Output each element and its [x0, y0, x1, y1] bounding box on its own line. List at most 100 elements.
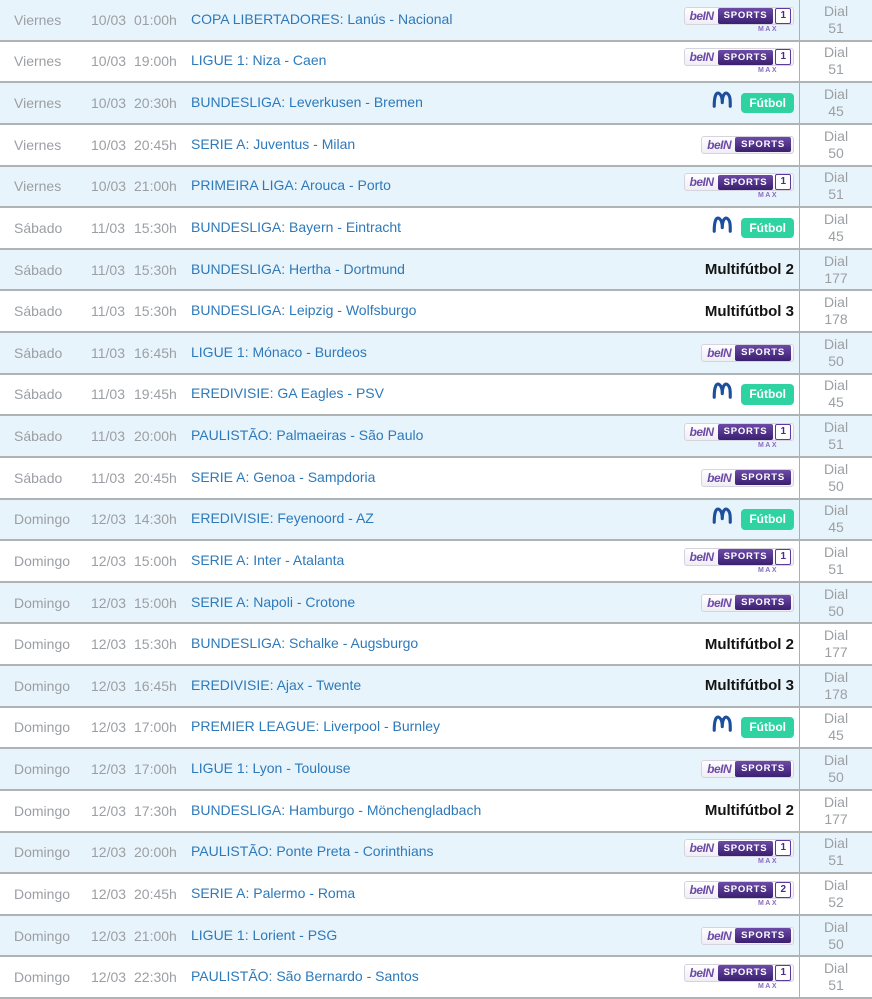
multifutbol-label: Multifútbol 2: [704, 802, 794, 820]
match-link[interactable]: LIGUE 1: Lyon - Toulouse: [191, 760, 351, 777]
channel-cell: Multifútbol 3: [594, 677, 799, 694]
dial-cell: Dial 178: [799, 666, 872, 706]
time-cell: 15:00h: [134, 594, 177, 611]
movistar-futbol-logo: Fútbol: [710, 715, 794, 738]
bein-brand-wordmark: beIN: [689, 8, 715, 23]
bein-sports-box: SPORTS: [717, 965, 774, 981]
dial-number: 51: [828, 977, 844, 994]
dial-label: Dial: [823, 543, 849, 560]
match-cell: PAULISTÃO: Palmaeiras - São Paulo: [191, 427, 594, 445]
movistar-futbol-logo: Fútbol: [710, 382, 794, 405]
bein-sports-logo: beIN SPORTS: [701, 760, 794, 779]
multifutbol-label: Multifútbol 3: [704, 302, 794, 320]
match-cell: EREDIVISIE: Ajax - Twente: [191, 677, 594, 695]
dial-number: 51: [828, 19, 844, 36]
match-link[interactable]: EREDIVISIE: GA Eagles - PSV: [191, 385, 384, 402]
day-cell: Domingo: [14, 885, 71, 902]
bein-brand-wordmark: beIN: [707, 470, 732, 485]
bein-sports-box: SPORTS: [735, 927, 791, 944]
day-cell: Domingo: [14, 969, 71, 986]
match-cell: SERIE A: Inter - Atalanta: [191, 552, 594, 570]
bein-brand-wordmark: beIN: [689, 882, 715, 897]
bein-sports-box: SPORTS: [735, 594, 791, 611]
dial-label: Dial: [823, 793, 849, 810]
time-cell: 15:30h: [134, 219, 177, 236]
date-cell: 12/03: [91, 719, 127, 736]
match-link[interactable]: SERIE A: Genoa - Sampdoria: [191, 468, 376, 485]
match-link[interactable]: BUNDESLIGA: Schalke - Augsburgo: [191, 635, 419, 652]
match-link[interactable]: SERIE A: Napoli - Crotone: [191, 593, 356, 610]
match-link[interactable]: PAULISTÃO: Ponte Preta - Corinthians: [191, 843, 434, 860]
dial-label: Dial: [823, 169, 849, 186]
time-cell: 15:00h: [134, 552, 177, 569]
time-cell: 15:30h: [134, 261, 177, 278]
channel-cell: beIN SPORTS: [594, 135, 799, 154]
match-link[interactable]: BUNDESLIGA: Hamburgo - Mönchengladbach: [191, 801, 482, 818]
dial-cell: Dial 177: [799, 249, 872, 290]
match-link[interactable]: PAULISTÃO: Palmaeiras - São Paulo: [191, 427, 424, 444]
bein-brand-wordmark: beIN: [707, 928, 732, 943]
bein-brand-wordmark: beIN: [707, 762, 732, 777]
dial-label: Dial: [823, 460, 849, 477]
date-cell: 12/03: [91, 802, 127, 819]
table-row: Sábado 11/03 20:00h PAULISTÃO: Palmaeira…: [0, 416, 872, 458]
match-link[interactable]: BUNDESLIGA: Leipzig - Wolfsburgo: [191, 302, 417, 319]
time-cell: 21:00h: [134, 178, 177, 195]
match-link[interactable]: BUNDESLIGA: Leverkusen - Bremen: [191, 94, 423, 111]
dial-label: Dial: [823, 335, 849, 352]
futbol-badge: Fútbol: [741, 717, 794, 738]
day-cell: Viernes: [14, 95, 62, 112]
match-link[interactable]: SERIE A: Juventus - Milan: [191, 135, 356, 152]
match-link[interactable]: BUNDESLIGA: Hertha - Dortmund: [191, 260, 405, 277]
time-cell: 20:45h: [134, 136, 177, 153]
day-cell: Sábado: [14, 428, 63, 445]
futbol-badge: Fútbol: [741, 92, 794, 114]
dial-cell: Dial 50: [799, 124, 872, 165]
day-cell: Viernes: [14, 136, 62, 153]
table-row: Sábado 11/03 15:30h BUNDESLIGA: Leipzig …: [0, 291, 872, 333]
match-link[interactable]: SERIE A: Palermo - Roma: [191, 884, 356, 901]
bein-brand-wordmark: beIN: [689, 966, 715, 981]
dial-cell: Dial 51: [799, 832, 872, 873]
channel-cell: beIN SPORTS: [594, 760, 799, 779]
match-link[interactable]: LIGUE 1: Mónaco - Burdeos: [191, 343, 367, 360]
match-cell: PAULISTÃO: São Bernardo - Santos: [191, 968, 594, 986]
bein-max-label: MAX: [757, 67, 778, 75]
match-link[interactable]: PREMIER LEAGUE: Liverpool - Burnley: [191, 718, 440, 735]
dial-cell: Dial 51: [799, 41, 872, 82]
channel-cell: beIN SPORTS: [594, 593, 799, 612]
dial-label: Dial: [823, 752, 849, 769]
table-row: Domingo 12/03 14:30h EREDIVISIE: Feyenoo…: [0, 499, 872, 542]
match-link[interactable]: PAULISTÃO: São Bernardo - Santos: [191, 968, 419, 985]
bein-sports-box: SPORTS: [717, 840, 774, 857]
table-row: Sábado 11/03 19:45h EREDIVISIE: GA Eagle…: [0, 374, 872, 417]
match-link[interactable]: COPA LIBERTADORES: Lanús - Nacional: [191, 10, 453, 27]
bein-sports-logo: beIN SPORTS: [701, 135, 794, 154]
dial-number: 50: [828, 935, 844, 952]
channel-cell: beIN SPORTS 1 MAX: [594, 48, 799, 74]
match-cell: BUNDESLIGA: Hertha - Dortmund: [191, 261, 594, 279]
date-cell: 12/03: [91, 885, 127, 902]
date-cell: 10/03: [91, 136, 127, 153]
match-link[interactable]: LIGUE 1: Lorient - PSG: [191, 926, 338, 943]
channel-cell: Fútbol: [594, 91, 799, 114]
bein-sports-box: SPORTS: [717, 8, 774, 24]
match-link[interactable]: PRIMEIRA LIGA: Arouca - Porto: [191, 177, 391, 194]
date-cell: 11/03: [91, 344, 125, 361]
dial-label: Dial: [823, 668, 849, 685]
match-link[interactable]: BUNDESLIGA: Bayern - Eintracht: [191, 218, 402, 235]
match-link[interactable]: EREDIVISIE: Ajax - Twente: [191, 676, 362, 693]
table-row: Domingo 12/03 22:30h PAULISTÃO: São Bern…: [0, 957, 872, 999]
channel-cell: beIN SPORTS 1 MAX: [594, 6, 799, 33]
match-link[interactable]: LIGUE 1: Niza - Caen: [191, 52, 327, 69]
dial-cell: Dial 177: [799, 624, 872, 664]
match-link[interactable]: EREDIVISIE: Feyenoord - AZ: [191, 510, 374, 527]
match-link[interactable]: SERIE A: Inter - Atalanta: [191, 551, 345, 568]
channel-cell: Multifútbol 2: [594, 802, 799, 819]
bein-sports-box: SPORTS: [717, 549, 774, 565]
bein-max-label: MAX: [757, 858, 778, 866]
day-cell: Domingo: [14, 761, 71, 778]
multifutbol-label: Multifútbol 2: [704, 261, 794, 279]
bein-max-label: MAX: [757, 899, 778, 907]
bein-sports-max-logo: beIN SPORTS 1 MAX: [683, 839, 794, 866]
